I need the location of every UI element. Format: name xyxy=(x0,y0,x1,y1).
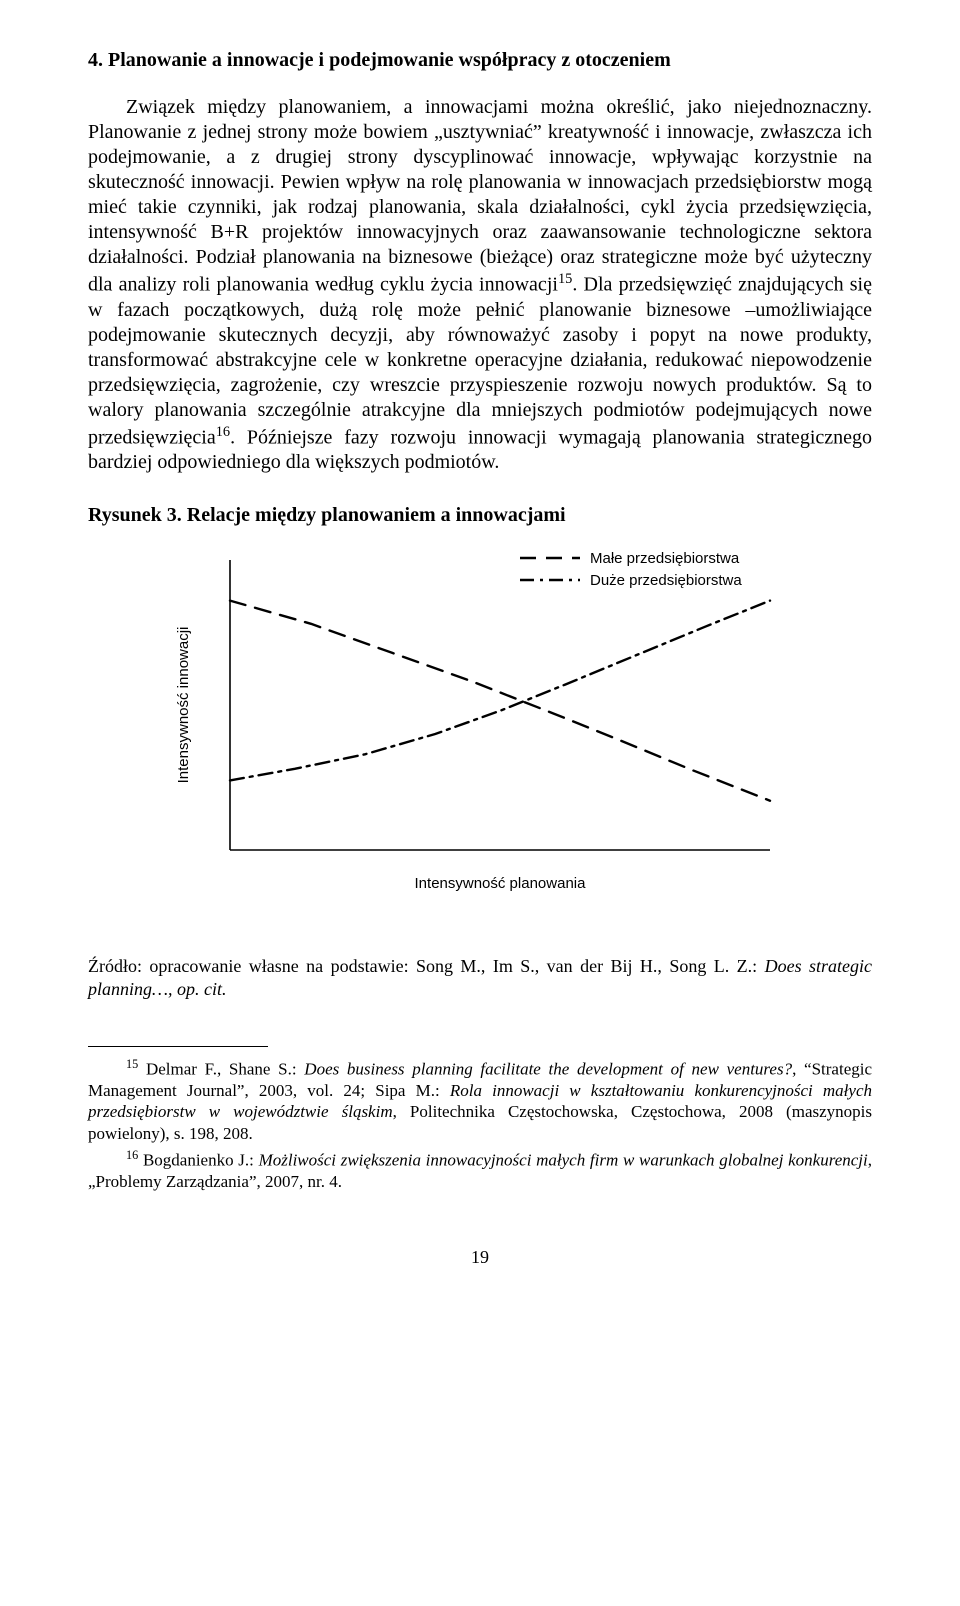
relations-line-chart: Intensywność innowacji Intensywność plano… xyxy=(160,540,800,920)
footnotes-rule xyxy=(88,1046,268,1047)
figure-source: Źródło: opracowanie własne na podstawie:… xyxy=(88,955,872,1000)
svg-text:Intensywność innowacji: Intensywność innowacji xyxy=(175,627,192,784)
svg-text:Intensywność planowania: Intensywność planowania xyxy=(415,875,587,892)
page-container: 4. Planowanie a innowacje i podejmowanie… xyxy=(0,0,960,1309)
body-paragraph: Związek między planowaniem, a innowacjam… xyxy=(88,95,872,475)
page-number: 19 xyxy=(88,1246,872,1269)
svg-text:Duże przedsiębiorstwa: Duże przedsiębiorstwa xyxy=(590,572,742,589)
footnote: 16 Bogdanienko J.: Możliwości zwiększeni… xyxy=(88,1148,872,1192)
figure-chart: Intensywność innowacji Intensywność plano… xyxy=(88,540,872,927)
footnote-mark: 16 xyxy=(126,1148,138,1162)
footnote: 15 Delmar F., Shane S.: Does business pl… xyxy=(88,1057,872,1144)
footnote-text: Delmar F., Shane S.: Does business plann… xyxy=(88,1060,872,1143)
footnote-mark: 15 xyxy=(126,1057,138,1071)
section-heading: 4. Planowanie a innowacje i podejmowanie… xyxy=(88,48,872,73)
footnote-text: Bogdanienko J.: Możliwości zwiększenia i… xyxy=(88,1151,872,1191)
figure-title: Rysunek 3. Relacje między planowaniem a … xyxy=(88,503,872,528)
svg-text:Małe przedsiębiorstwa: Małe przedsiębiorstwa xyxy=(590,550,740,567)
